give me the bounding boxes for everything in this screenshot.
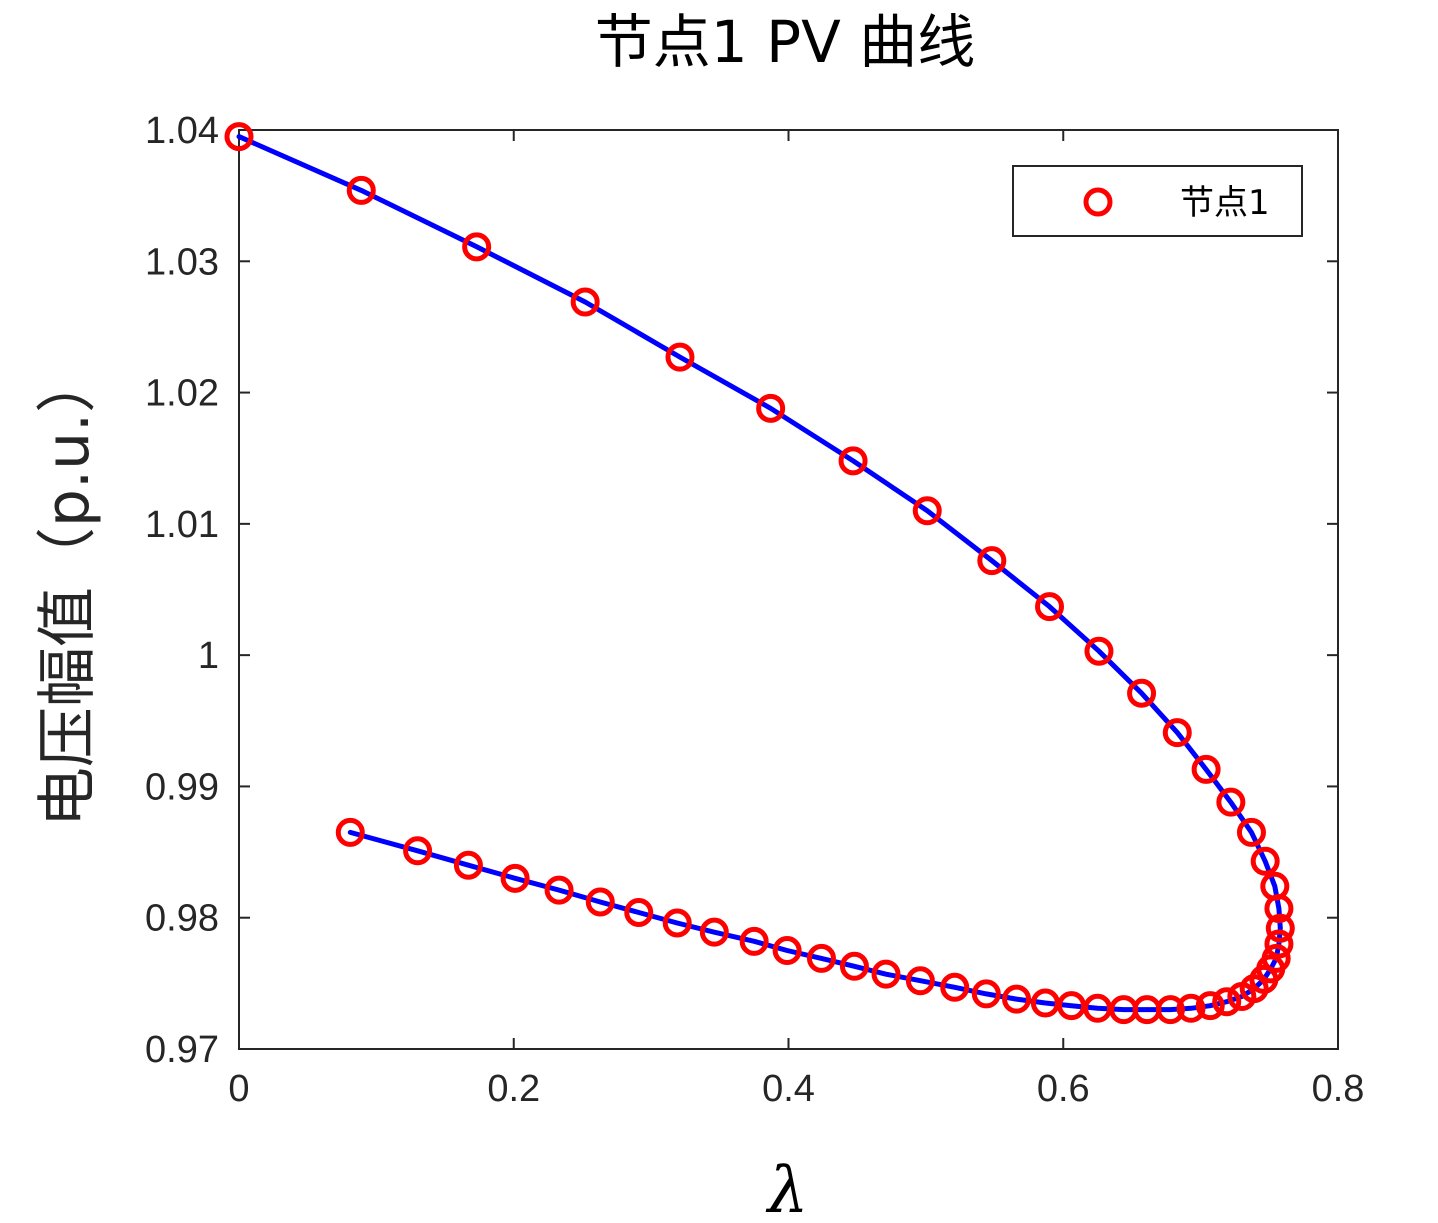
x-tick-label: 0.2 [487, 1068, 540, 1110]
data-point-marker [940, 972, 970, 1002]
data-point-marker [971, 979, 1001, 1009]
y-axis-label: 电压幅值（p.u.） [33, 353, 103, 827]
data-point-marker [346, 175, 376, 205]
data-point-marker [1084, 636, 1114, 666]
x-tick-label: 0.6 [1037, 1068, 1090, 1110]
y-axis: 0.97 0.98 0.99 1 1.01 1.02 1.03 1.04 [145, 110, 1338, 1071]
data-point-marker [544, 875, 574, 905]
data-point-marker [224, 122, 254, 152]
data-point-marker [871, 959, 901, 989]
legend-marker-icon [1083, 187, 1113, 217]
data-point-marker [756, 393, 786, 423]
data-point-marker [806, 943, 836, 973]
data-point-marker [1216, 787, 1246, 817]
data-point-marker [403, 836, 433, 866]
data-point-marker [335, 817, 365, 847]
data-point-marker [1264, 929, 1294, 959]
plot-area: 0 0.2 0.4 0.6 0.8 0.97 0.98 0.99 1 1.01 1.02 1.03 1… [145, 110, 1364, 1110]
data-point-marker [838, 446, 868, 476]
legend-entry: 节点1 [1180, 183, 1270, 223]
y-tick-label: 1 [198, 635, 219, 677]
y-tick-label: 1.04 [145, 110, 219, 152]
y-tick-label: 0.98 [145, 898, 219, 940]
data-point-marker [739, 926, 769, 956]
data-point-marker [912, 496, 942, 526]
data-point-marker [1265, 913, 1295, 943]
legend-box [1012, 165, 1303, 237]
data-point-marker [662, 908, 692, 938]
data-point-marker [905, 966, 935, 996]
chart-title: 节点1 PV 曲线 [595, 8, 975, 76]
data-point-marker [453, 850, 483, 880]
y-tick-label: 1.03 [145, 241, 219, 283]
data-point-marker [570, 287, 600, 317]
data-point-marker [1162, 718, 1192, 748]
data-point-marker [1195, 991, 1225, 1021]
x-tick-label: 0.4 [762, 1068, 815, 1110]
data-point-marker [1227, 981, 1257, 1011]
x-tick-label: 0.8 [1312, 1068, 1365, 1110]
y-tick-label: 1.01 [145, 504, 219, 546]
x-tick-label: 0 [228, 1068, 249, 1110]
data-point-marker [1250, 846, 1280, 876]
data-point-marker [772, 936, 802, 966]
data-point-marker [1030, 988, 1060, 1018]
data-point-marker [1002, 984, 1032, 1014]
y-tick-label: 0.99 [145, 766, 219, 808]
legend: 节点1 [1012, 165, 1303, 237]
data-point-marker [1191, 754, 1221, 784]
y-tick-label: 0.97 [145, 1029, 219, 1071]
data-point-marker [1264, 894, 1294, 924]
data-point-marker [977, 546, 1007, 576]
data-point-marker [699, 917, 729, 947]
data-point-marker [665, 342, 695, 372]
data-point-marker [1035, 592, 1065, 622]
data-point-marker [839, 951, 869, 981]
data-point-marker [500, 863, 530, 893]
axes-box [238, 129, 1339, 1050]
series-layer [224, 122, 1295, 1025]
x-axis: 0 0.2 0.4 0.6 0.8 [228, 130, 1364, 1110]
x-axis-label: λ [765, 1154, 809, 1223]
data-point-marker [1176, 993, 1206, 1023]
data-point-marker [585, 887, 615, 917]
data-point-marker [1236, 817, 1266, 847]
data-point-marker [462, 232, 492, 262]
data-point-marker [624, 897, 654, 927]
y-tick-label: 1.02 [145, 373, 219, 415]
data-point-marker [1212, 987, 1242, 1017]
data-point-marker [1127, 678, 1157, 708]
